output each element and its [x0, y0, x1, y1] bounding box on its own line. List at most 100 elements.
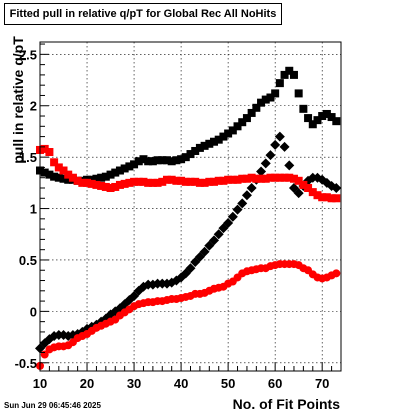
axis-tick-labels: 10 20 30 40 50 60 70 -0.5 0 0.5 1 1.5 2 2.5: [15, 47, 330, 391]
data-point-square: [106, 183, 115, 192]
data-point-square: [50, 172, 59, 181]
data-point-diamond: [185, 263, 196, 274]
data-point-square: [106, 170, 115, 179]
data-point-square: [87, 179, 96, 188]
chart-points: [35, 66, 342, 370]
y-tick-label: 1: [30, 202, 37, 217]
data-point-square: [280, 70, 289, 79]
data-point-square: [200, 141, 209, 150]
data-point-square: [83, 178, 92, 187]
data-point-square: [195, 143, 204, 152]
data-point-diamond: [293, 188, 304, 199]
data-point-square: [210, 137, 219, 146]
data-point-diamond: [246, 182, 257, 193]
data-point-square: [111, 168, 120, 177]
y-tick-label: -0.5: [15, 356, 37, 371]
data-point-square: [332, 194, 341, 203]
data-point-square: [242, 114, 251, 123]
data-point-square: [40, 168, 49, 177]
data-point-square: [219, 132, 228, 141]
data-point-square: [224, 175, 233, 184]
data-point-square: [134, 157, 143, 166]
axis-ticks: [39, 43, 342, 371]
series-0: [36, 66, 341, 185]
data-point-square: [120, 179, 129, 188]
data-point-square: [322, 193, 331, 202]
data-point-square: [257, 174, 266, 183]
data-point-square: [289, 174, 298, 183]
data-point-diamond: [284, 160, 295, 171]
data-point-diamond: [279, 141, 290, 152]
data-point-square: [158, 177, 167, 186]
data-point-diamond: [209, 235, 220, 246]
data-point-square: [275, 173, 284, 182]
data-point-square: [172, 176, 181, 185]
data-point-square: [73, 176, 82, 185]
data-point-square: [289, 70, 298, 79]
data-point-square: [210, 177, 219, 186]
data-point-diamond: [227, 211, 238, 222]
data-point-square: [313, 116, 322, 125]
data-point-square: [228, 175, 237, 184]
data-point-square: [285, 66, 294, 75]
data-point-square: [148, 178, 157, 187]
data-point-square: [167, 157, 176, 166]
data-point-square: [177, 176, 186, 185]
y-tick-label: 0: [30, 304, 37, 319]
y-tick-label: 2.5: [19, 47, 37, 62]
y-tick-label: 0.5: [19, 253, 37, 268]
data-point-square: [45, 170, 54, 179]
y-tick-label: 2: [30, 99, 37, 114]
data-point-square: [162, 175, 171, 184]
data-point-square: [130, 177, 139, 186]
data-point-square: [266, 93, 275, 102]
data-point-square: [224, 129, 233, 138]
data-point-square: [266, 173, 275, 182]
data-point-square: [228, 126, 237, 135]
data-point-square: [40, 144, 49, 153]
data-point-square: [45, 148, 54, 157]
data-point-square: [322, 109, 331, 118]
data-point-square: [238, 174, 247, 183]
data-point-square: [115, 166, 124, 175]
data-point-square: [148, 157, 157, 166]
data-point-square: [205, 177, 214, 186]
data-point-square: [304, 114, 313, 123]
data-point-square: [111, 182, 120, 191]
data-point-diamond: [265, 150, 276, 161]
data-point-square: [177, 155, 186, 164]
series-1: [35, 131, 342, 354]
data-point-square: [318, 193, 327, 202]
data-point-square: [101, 182, 110, 191]
data-point-square: [153, 178, 162, 187]
data-point-square: [261, 174, 270, 183]
data-point-square: [233, 122, 242, 131]
data-point-square: [294, 176, 303, 185]
data-point-diamond: [331, 182, 342, 193]
data-point-square: [50, 158, 59, 167]
data-point-square: [186, 177, 195, 186]
x-tick-label: 10: [33, 376, 47, 391]
y-tick-label: 1.5: [19, 150, 37, 165]
data-point-diamond: [237, 198, 248, 209]
data-point-square: [247, 108, 256, 117]
data-point-square: [139, 155, 148, 164]
data-point-square: [144, 178, 153, 187]
data-point-square: [247, 173, 256, 182]
data-point-square: [97, 181, 106, 190]
x-tick-label: 40: [174, 376, 188, 391]
data-point-square: [64, 175, 73, 184]
data-point-diamond: [232, 204, 243, 215]
data-point-square: [181, 177, 190, 186]
data-point-square: [308, 120, 317, 129]
data-point-square: [54, 163, 63, 172]
data-point-square: [153, 156, 162, 165]
x-tick-label: 20: [80, 376, 94, 391]
data-point-square: [186, 150, 195, 159]
data-point-square: [134, 177, 143, 186]
data-point-square: [285, 173, 294, 182]
data-point-square: [238, 118, 247, 127]
data-point-square: [275, 79, 284, 88]
x-axis-label: No. of Fit Points: [232, 396, 340, 412]
